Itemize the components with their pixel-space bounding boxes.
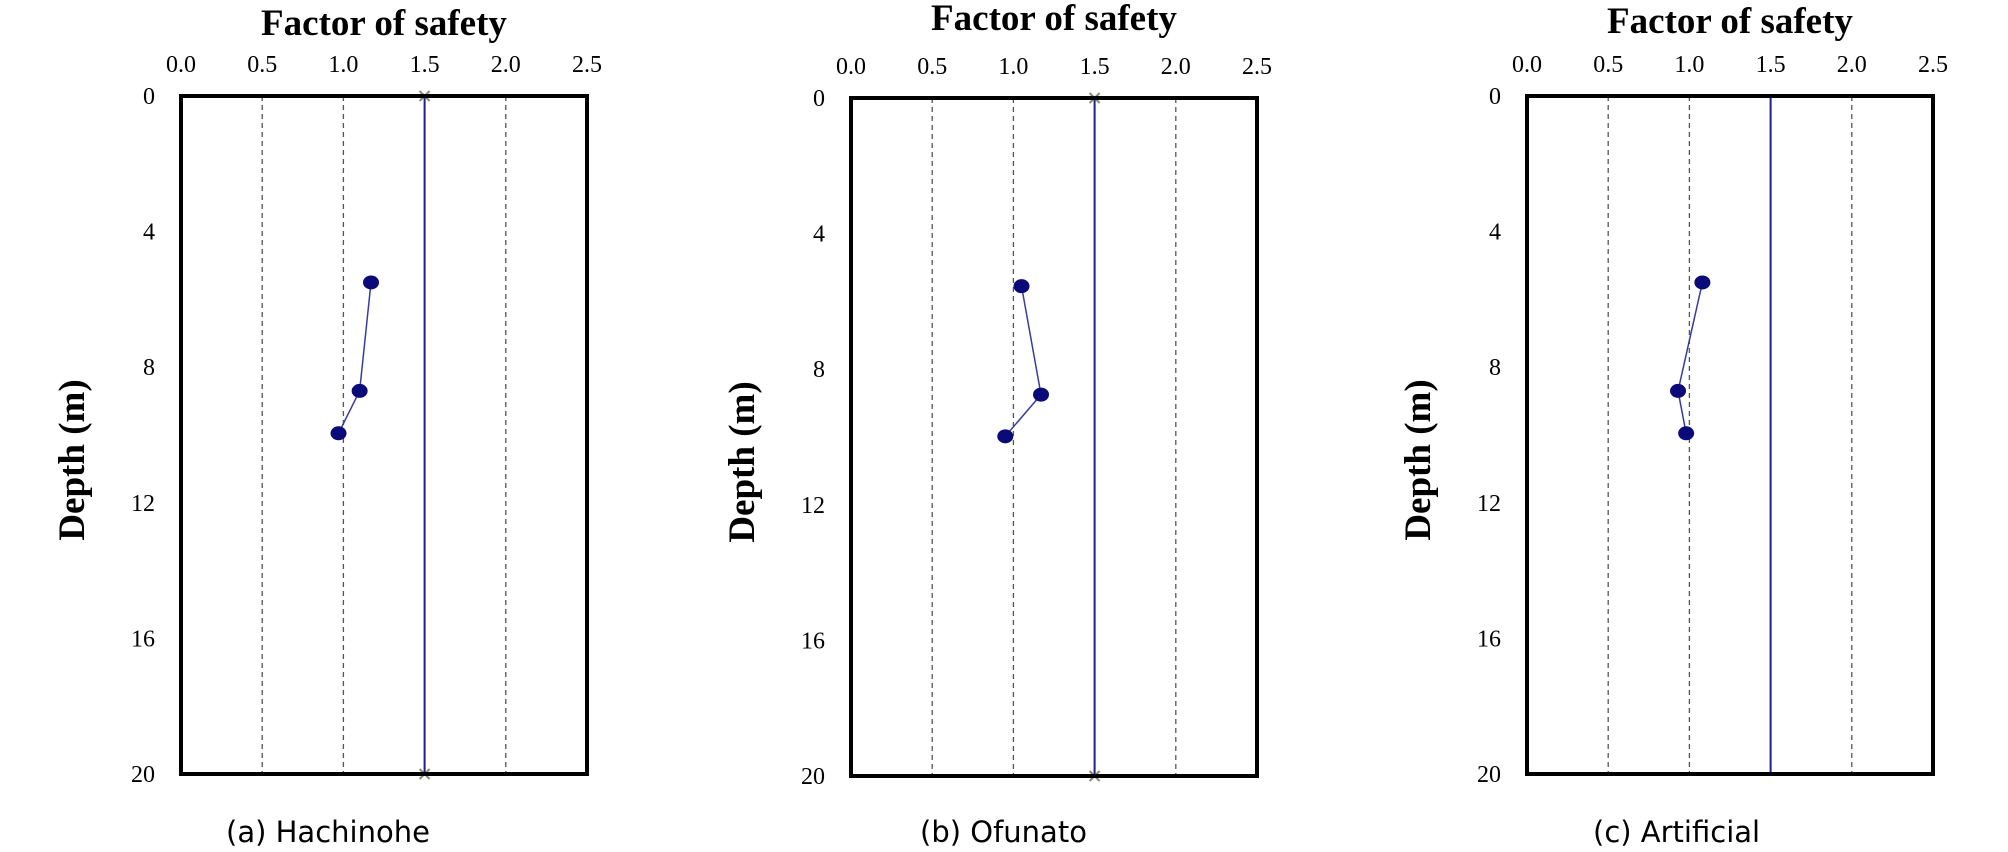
chart-panel-3: 0.0 0.5 1.0 1.5 2.0 2.5 0 4 8 12 16 20 Factor of saf… bbox=[1398, 1, 1948, 849]
y-tick-label: 4 bbox=[143, 220, 155, 246]
chart-panel-2: 0.0 0.5 1.0 1.5 2.0 2.5 0 4 8 12 16 20 Factor of saf… bbox=[722, 0, 1272, 849]
data-point bbox=[1033, 387, 1050, 402]
y-axis-title: Depth (m) bbox=[52, 379, 93, 540]
x-tick-label: 2.5 bbox=[1918, 52, 1948, 78]
y-tick-label: 20 bbox=[131, 762, 155, 788]
chart-panel-1: 0.0 0.5 1.0 1.5 2.0 2.5 0 4 8 12 16 20 Factor of saf… bbox=[52, 3, 602, 849]
data-point bbox=[997, 429, 1014, 444]
y-tick-label: 12 bbox=[1477, 491, 1501, 517]
x-axis-title: Factor of safety bbox=[931, 0, 1177, 39]
y-tick-label: 0 bbox=[813, 86, 825, 112]
y-tick-label: 16 bbox=[1477, 626, 1501, 652]
plot-frame bbox=[179, 94, 589, 776]
x-tick-label: 0.0 bbox=[1512, 52, 1542, 78]
data-point bbox=[1678, 426, 1695, 441]
data-point bbox=[330, 426, 347, 441]
x-tick-label: 1.0 bbox=[328, 52, 358, 78]
plot-frame bbox=[1525, 94, 1935, 776]
y-tick-label: 8 bbox=[813, 357, 825, 383]
data-point bbox=[1694, 275, 1711, 290]
y-tick-label: 4 bbox=[1489, 220, 1501, 246]
y-tick-label: 8 bbox=[143, 355, 155, 381]
x-tick-label: 1.0 bbox=[1674, 52, 1704, 78]
y-tick-label: 12 bbox=[131, 491, 155, 517]
data-point bbox=[1013, 279, 1030, 294]
x-tick-label: 0.5 bbox=[1593, 52, 1623, 78]
series-segment bbox=[1677, 282, 1704, 392]
x-tick-label: 1.5 bbox=[1080, 54, 1110, 80]
series-segment bbox=[358, 282, 372, 392]
x-tick-label: 2.0 bbox=[491, 52, 521, 78]
x-tick-label: 2.5 bbox=[572, 52, 602, 78]
series-segment bbox=[1677, 390, 1687, 434]
data-point bbox=[351, 383, 368, 398]
x-tick-label: 1.0 bbox=[998, 54, 1028, 80]
y-tick-label: 16 bbox=[131, 626, 155, 652]
y-tick-label: 4 bbox=[813, 222, 825, 248]
x-tick-label: 1.5 bbox=[1756, 52, 1786, 78]
x-tick-label: 0.0 bbox=[166, 52, 196, 78]
x-tick-label: 0.5 bbox=[917, 54, 947, 80]
data-point bbox=[363, 275, 380, 290]
x-axis-title: Factor of safety bbox=[261, 3, 507, 44]
panel-caption: (b) Ofunato bbox=[920, 815, 1087, 849]
panel-caption: (a) Hachinohe bbox=[226, 815, 430, 849]
x-tick-label: 2.0 bbox=[1837, 52, 1867, 78]
x-tick-label: 1.5 bbox=[410, 52, 440, 78]
x-tick-label: 0.5 bbox=[247, 52, 277, 78]
y-tick-label: 0 bbox=[143, 84, 155, 110]
x-axis-title: Factor of safety bbox=[1607, 1, 1853, 42]
series-segment bbox=[1020, 286, 1042, 395]
x-tick-label: 2.5 bbox=[1242, 54, 1272, 80]
x-tick-label: 0.0 bbox=[836, 54, 866, 80]
data-point bbox=[1670, 383, 1687, 398]
y-tick-label: 20 bbox=[1477, 762, 1501, 788]
plot-frame bbox=[849, 96, 1259, 778]
panel-caption: (c) Artificial bbox=[1593, 815, 1760, 849]
y-tick-label: 20 bbox=[801, 764, 825, 790]
y-axis-title: Depth (m) bbox=[722, 381, 763, 542]
y-tick-label: 16 bbox=[801, 628, 825, 654]
y-tick-label: 0 bbox=[1489, 84, 1501, 110]
series-segment bbox=[337, 390, 361, 434]
y-axis-title: Depth (m) bbox=[1398, 379, 1439, 540]
y-tick-label: 12 bbox=[801, 493, 825, 519]
y-tick-label: 8 bbox=[1489, 355, 1501, 381]
x-tick-label: 2.0 bbox=[1161, 54, 1191, 80]
series-segment bbox=[1004, 394, 1042, 437]
